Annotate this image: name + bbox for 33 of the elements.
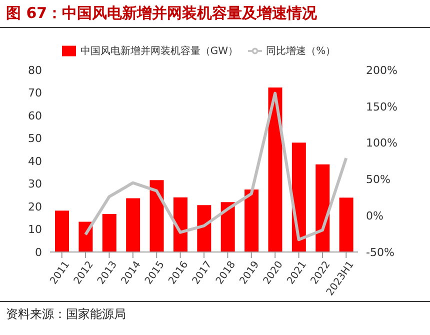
y2-tick-label: 200% [366, 64, 398, 77]
bar [173, 197, 188, 252]
y2-tick-label: 100% [366, 136, 398, 150]
bar [150, 180, 164, 252]
y-tick-label: 50 [28, 132, 42, 146]
y2-tick-label: 50% [366, 173, 390, 186]
y-tick-label: 40 [28, 154, 42, 168]
line-series [84, 92, 348, 242]
bar [292, 142, 306, 252]
y-tick-label: 0 [35, 246, 42, 259]
bar [102, 214, 116, 252]
bar [197, 205, 212, 252]
bar [126, 198, 140, 252]
y2-tick-label: 0% [366, 210, 384, 223]
y-tick-label: 70 [28, 86, 42, 100]
y-tick-label: 60 [28, 109, 42, 122]
bar [268, 88, 282, 252]
y-tick-label: 30 [28, 178, 42, 191]
y2-tick-label: -50% [366, 246, 394, 259]
legend-label: 同比增速（%） [266, 46, 336, 57]
text: 资料来源：国家能源局 [6, 306, 126, 323]
chart-title: 图 67：中国风电新增并网装机容量及增速情况 [6, 4, 318, 23]
y-tick-label: 20 [28, 200, 42, 214]
bar [78, 222, 93, 252]
y-tick-label: 10 [28, 223, 42, 236]
legend-label: 中国风电新增并网装机容量（GW） [80, 46, 238, 57]
y2-tick-label: 150% [366, 100, 398, 114]
bar [244, 189, 259, 252]
bar [339, 198, 354, 252]
bar [55, 210, 69, 252]
bar [220, 202, 235, 252]
bar [316, 164, 330, 252]
y-tick-label: 80 [28, 64, 42, 77]
